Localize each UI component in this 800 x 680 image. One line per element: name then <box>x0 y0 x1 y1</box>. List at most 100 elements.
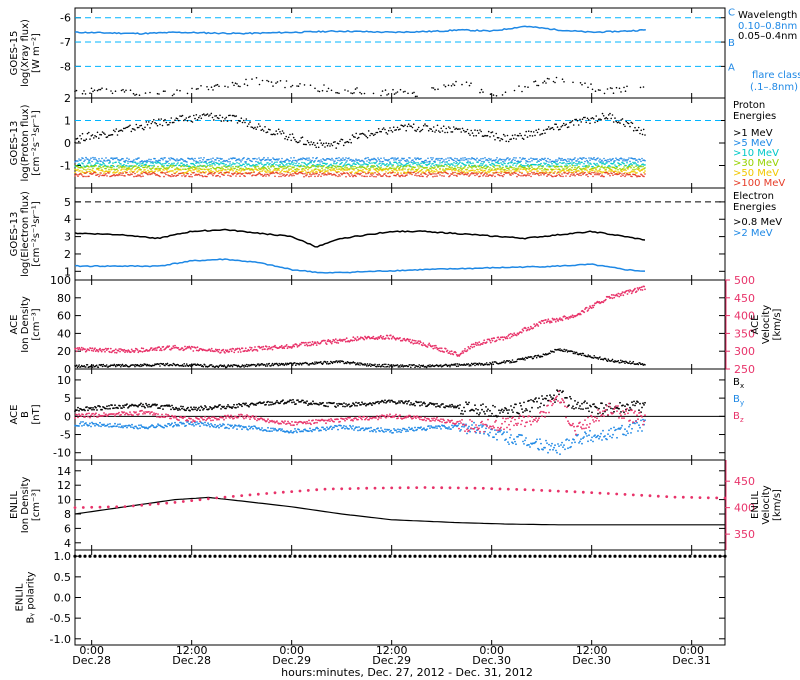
series-point-proton-5 <box>420 173 422 175</box>
series-point-proton-0 <box>539 134 541 136</box>
series-point-proton-0 <box>509 138 511 141</box>
series-point-proton-5 <box>106 175 108 177</box>
series-point-proton-0 <box>216 117 219 119</box>
series-point-proton-3 <box>578 165 580 168</box>
series-point-proton-0 <box>270 133 273 136</box>
series-point-proton-0 <box>254 126 256 129</box>
series-point-proton-0 <box>441 130 444 132</box>
series-point-proton-5 <box>480 172 482 175</box>
series-point-proton-3 <box>463 167 465 169</box>
series-point-ace-density <box>573 351 575 353</box>
series-point-xray-short <box>533 81 535 83</box>
series-point-proton-0 <box>427 129 430 132</box>
series-point-proton-1 <box>540 159 542 161</box>
series-point-ace-velocity <box>271 348 274 351</box>
series-point-proton-5 <box>131 173 133 176</box>
series-point-xray-short <box>231 81 234 84</box>
series-point-proton-3 <box>240 167 242 170</box>
series-point-proton-3 <box>270 166 272 168</box>
series-point-proton-5 <box>290 173 292 176</box>
series-point-proton-2 <box>124 161 126 164</box>
series-point-proton-0 <box>374 133 376 136</box>
flare-class-title: flare class <box>752 70 800 81</box>
series-point-proton-5 <box>365 172 367 175</box>
series-point-proton-3 <box>146 166 148 169</box>
series-point-proton-2 <box>357 162 359 164</box>
series-point-proton-2 <box>79 163 81 166</box>
series-point-proton-5 <box>600 175 602 178</box>
series-point-proton-3 <box>404 168 406 170</box>
series-point-xray-short <box>482 91 484 93</box>
series-point-proton-1 <box>461 159 463 161</box>
series-point-proton-3 <box>198 166 200 168</box>
series-point-proton-0 <box>481 135 484 137</box>
series-point-xray-short <box>195 88 198 90</box>
series-point-ace-density <box>266 365 269 367</box>
series-point-proton-2 <box>344 163 346 165</box>
series-point-xray-short <box>197 87 199 90</box>
series-point-proton-5 <box>399 175 401 178</box>
series-point-proton-3 <box>380 166 382 169</box>
series-point-proton-3 <box>446 165 448 167</box>
series-point-ace-velocity <box>443 351 446 353</box>
series-point-proton-1 <box>466 158 468 160</box>
series-point-proton-5 <box>467 172 469 175</box>
series-point-proton-1 <box>141 160 143 162</box>
series-point-proton-4 <box>203 168 205 170</box>
series-point-proton-3 <box>360 166 362 169</box>
series-point-proton-2 <box>161 164 163 166</box>
series-point-proton-4 <box>205 171 207 173</box>
series-point-proton-2 <box>150 162 152 164</box>
series-point-ace-density <box>558 349 560 352</box>
series-point-proton-5 <box>475 172 477 175</box>
series-point-proton-5 <box>81 174 83 176</box>
series-point-proton-4 <box>573 171 575 173</box>
series-point-xray-short <box>468 84 471 87</box>
series-point-proton-1 <box>94 157 96 159</box>
series-point-proton-5 <box>263 174 265 177</box>
series-point-proton-5 <box>133 175 135 178</box>
series-point-proton-1 <box>602 161 604 163</box>
series-point-proton-3 <box>346 166 348 169</box>
series-point-ace-velocity <box>640 286 643 289</box>
series-point-proton-1 <box>255 160 257 163</box>
flare-class-range: (.1–.8nm) <box>750 82 798 93</box>
series-point-xray-short <box>521 90 523 93</box>
series-point-ace-velocity <box>118 348 121 350</box>
series-point-proton-0 <box>404 124 406 126</box>
series-point-proton-0 <box>219 114 221 117</box>
series-point-proton-4 <box>618 171 620 173</box>
series-point-proton-4 <box>499 168 501 171</box>
legend-title: Energies <box>733 111 776 122</box>
series-point-proton-3 <box>334 165 336 167</box>
series-point-proton-0 <box>150 122 153 125</box>
series-point-proton-5 <box>578 174 580 176</box>
series-point-ace-density <box>171 364 174 367</box>
series-point-proton-2 <box>457 163 459 166</box>
series-point-ace-velocity <box>524 327 527 330</box>
series-point-proton-2 <box>179 164 181 167</box>
series-point-proton-5 <box>304 173 306 175</box>
series-point-proton-1 <box>398 159 400 162</box>
series-point-proton-0 <box>238 119 240 122</box>
series-point-proton-2 <box>432 162 434 165</box>
series-point-proton-3 <box>488 168 490 171</box>
series-point-ace-velocity <box>544 319 547 321</box>
series-point-proton-5 <box>530 175 532 178</box>
series-point-proton-5 <box>235 175 237 177</box>
series-point-proton-0 <box>136 126 139 129</box>
series-point-ace-velocity <box>630 292 633 295</box>
series-point-proton-3 <box>91 165 93 167</box>
series-point-proton-0 <box>431 130 434 132</box>
series-point-proton-1 <box>382 160 384 163</box>
series-point-ace-velocity <box>352 336 355 339</box>
series-point-proton-1 <box>191 157 193 160</box>
series-point-ace-velocity <box>591 304 594 307</box>
series-point-proton-3 <box>529 167 531 170</box>
series-point-proton-1 <box>560 159 562 161</box>
series-point-proton-0 <box>465 130 468 133</box>
series-point-proton-0 <box>569 121 571 124</box>
series-point-proton-2 <box>213 162 215 165</box>
